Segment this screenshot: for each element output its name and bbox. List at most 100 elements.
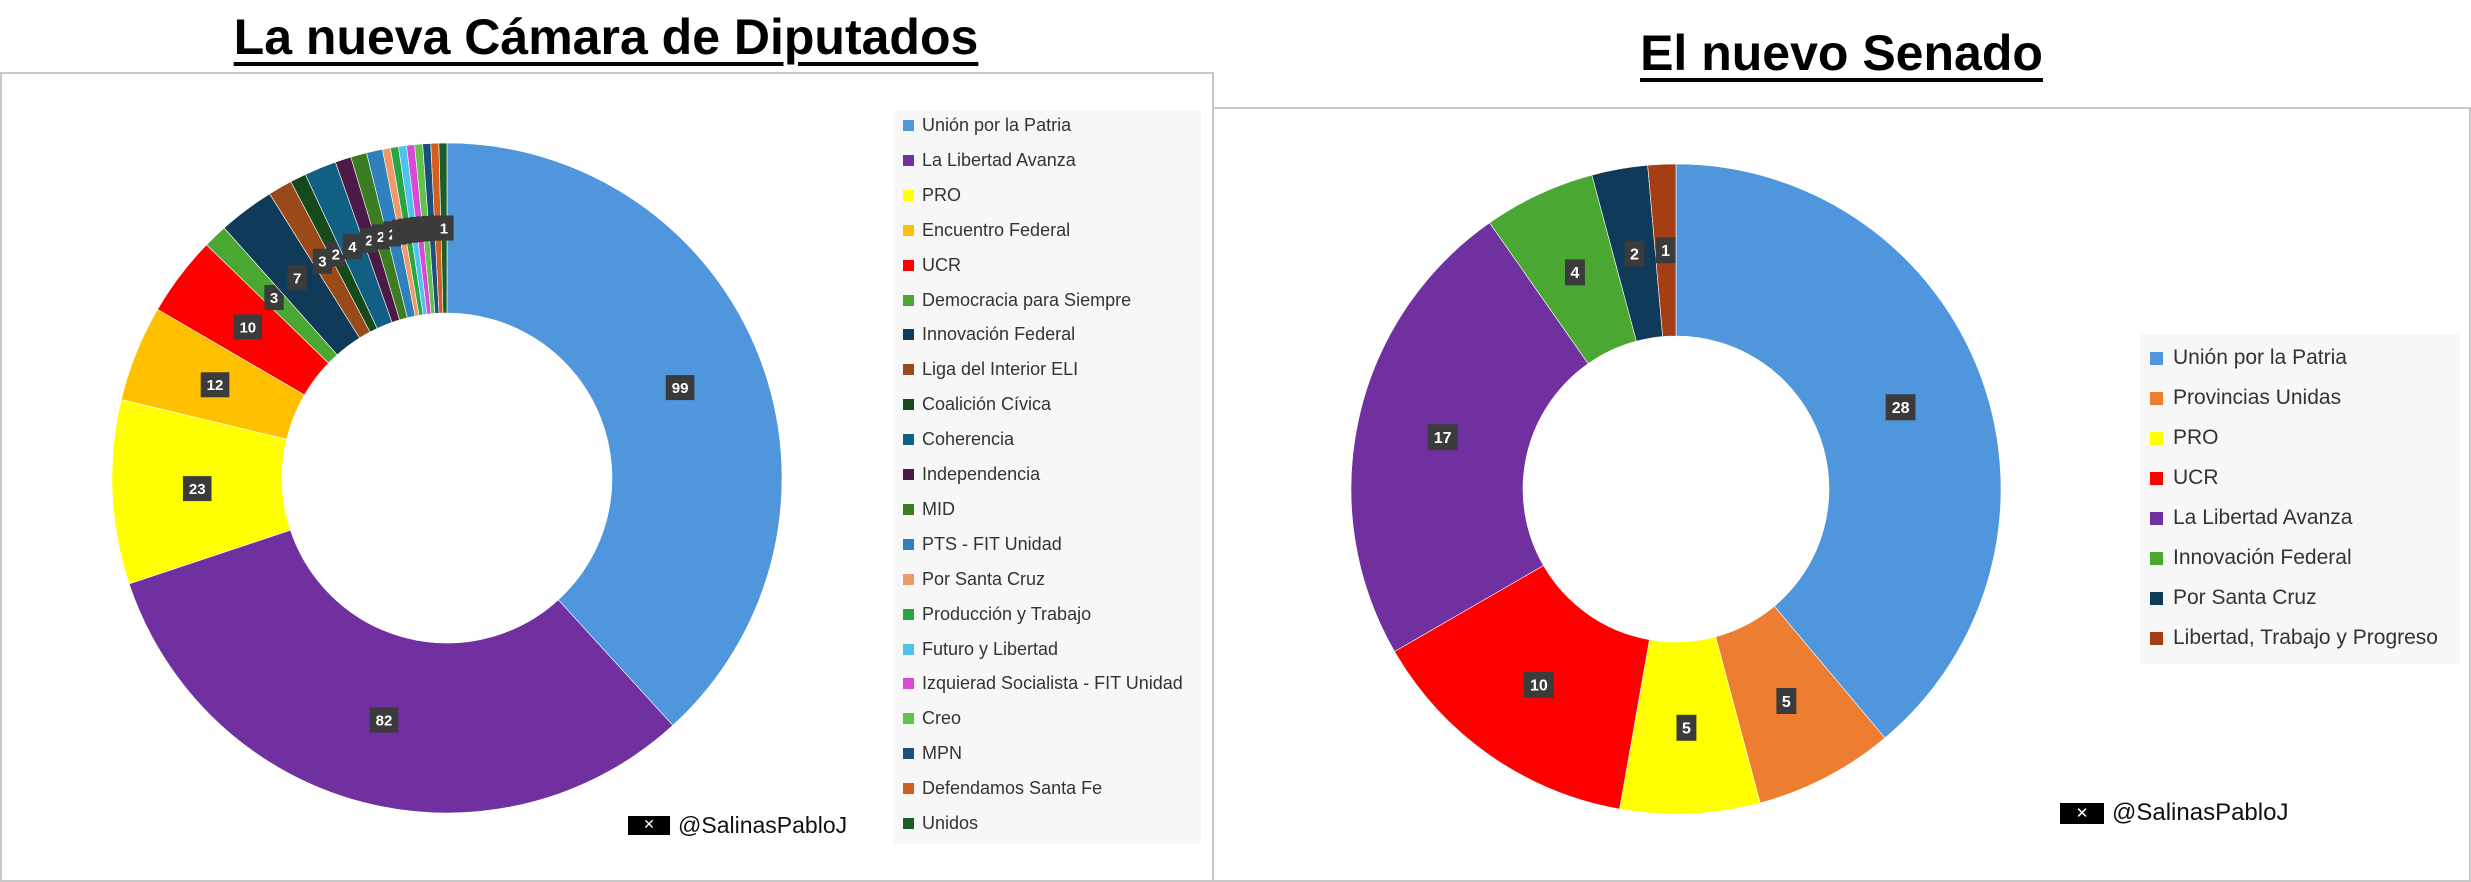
legend-swatch [903, 643, 914, 655]
data-label-encuentro-federal: 12 [207, 377, 224, 394]
legend-label: MID [922, 498, 955, 519]
legend-item-defendamos-santa-fe: Defendamos Santa Fe [903, 778, 1102, 799]
legend-swatch [903, 538, 914, 550]
chart-title-senado: El nuevo Senado [1640, 25, 2043, 81]
watermark-handle: @SalinasPabloJ [678, 812, 848, 838]
legend-item-encuentro-federal: Encuentro Federal [903, 220, 1070, 241]
legend-label: Futuro y Libertad [922, 638, 1059, 659]
data-label-union-por-la-patria: 28 [1892, 400, 1910, 417]
legend-item-mpn: MPN [903, 743, 962, 764]
legend-item-por-santa-cruz: Por Santa Cruz [2150, 586, 2317, 610]
legend-swatch [903, 329, 914, 341]
legend-swatch [903, 434, 914, 446]
legend-swatch [903, 678, 914, 690]
legend-item-coherencia: Coherencia [903, 429, 1014, 450]
donut-diputados: 99822312103732422211111111 [111, 142, 783, 814]
data-label-innovacion-federal: 7 [293, 270, 301, 287]
legend-item-democracia-para-siempre: Democracia para Siempre [903, 290, 1131, 311]
legend-item-pro: PRO [2150, 426, 2219, 450]
data-label-la-libertad-avanza: 17 [1434, 430, 1452, 447]
legend-label: Producción y Trabajo [922, 603, 1092, 624]
data-label-ucr: 10 [239, 319, 256, 336]
slice-la-libertad-avanza [1350, 222, 1589, 652]
data-label-box-la-libertad-avanza [369, 707, 399, 733]
legend-swatch [2150, 591, 2163, 605]
legend-swatch [2150, 431, 2163, 445]
legend-label: Provincias Unidas [2173, 386, 2342, 409]
legend-label: Unidos [922, 813, 979, 833]
legend-item-liga-del-interior-eli: Liga del Interior ELI [903, 359, 1078, 380]
legend-label: La Libertad Avanza [922, 149, 1076, 170]
data-label-box-encuentro-federal [200, 372, 230, 398]
legend-swatch [903, 154, 914, 166]
legend-swatch [2150, 391, 2163, 405]
data-label-box-innovacion-federal [287, 265, 307, 291]
legend-item-innovacion-federal: Innovación Federal [903, 324, 1075, 345]
donut-senado: 28 5 5 10 17 4 2 1 [1350, 163, 2002, 815]
legend-swatch [903, 294, 914, 306]
legend-label: PTS - FIT Unidad [922, 533, 1062, 554]
legend-swatch [903, 748, 914, 760]
legend-swatch [2150, 471, 2163, 485]
x-logo-icon: ✕ [2060, 802, 2104, 824]
legend-swatch [903, 608, 914, 620]
legend-label: Unión por la Patria [2173, 346, 2347, 369]
data-label-box-democracia-para-siempre [264, 285, 284, 311]
legend-swatch [903, 259, 914, 271]
legend-item-izquierad-socialista-fit-unidad: Izquierad Socialista - FIT Unidad [903, 673, 1183, 694]
data-label-box-union-por-la-patria [1885, 394, 1916, 421]
data-label-democracia-para-siempre: 3 [270, 290, 278, 307]
legend-label: Creo [922, 708, 962, 729]
legend-label: Coalición Cívica [922, 394, 1052, 415]
watermark-diputados: ✕ @SalinasPabloJ [628, 812, 847, 839]
data-label-la-libertad-avanza: 82 [376, 712, 393, 729]
legend-item-pts-fit-unidad: PTS - FIT Unidad [903, 534, 1062, 555]
legend-label: Por Santa Cruz [922, 568, 1046, 589]
legend-swatch [2150, 631, 2163, 645]
legend-item-innovacion-federal: Innovación Federal [2150, 546, 2352, 570]
data-label-libertad-trabajo-y-progreso: 1 [1661, 243, 1670, 260]
legend-item-por-santa-cruz: Por Santa Cruz [903, 569, 1045, 590]
slice-la-libertad-avanza [128, 529, 674, 814]
data-label-box-provincias-unidas [1776, 687, 1797, 714]
data-label-box-pro [182, 476, 212, 502]
legend-swatch [903, 399, 914, 411]
legend-swatch [903, 713, 914, 725]
legend-box-senado [2140, 334, 2460, 664]
legend-item-union-por-la-patria: Unión por la Patria [903, 115, 1071, 136]
legend-item-la-libertad-avanza: La Libertad Avanza [903, 150, 1076, 171]
legend-label: La Libertad Avanza [2173, 506, 2353, 529]
legend-label: Innovación Federal [922, 324, 1076, 345]
data-label-box-unidos [434, 215, 454, 241]
legend-label: PRO [922, 184, 962, 205]
legend-item-creo: Creo [903, 708, 961, 729]
x-logo-icon: ✕ [628, 816, 670, 835]
data-label-pro: 5 [1682, 721, 1691, 738]
legend-label: Coherencia [922, 429, 1015, 450]
legend-label: Innovación Federal [2173, 546, 2352, 569]
legend-item-coalicion-civica: Coalición Cívica [903, 394, 1051, 415]
data-label-por-santa-cruz: 2 [1630, 246, 1639, 263]
legend-item-la-libertad-avanza: La Libertad Avanza [2150, 506, 2352, 530]
data-label-coalicion-civica: 2 [332, 246, 340, 263]
data-label-box-ucr [1523, 671, 1554, 698]
legend-label: Liga del Interior ELI [922, 359, 1079, 380]
legend-label: Izquierad Socialista - FIT Unidad [922, 673, 1183, 694]
legend-item-pro: PRO [903, 185, 961, 206]
legend-item-unidos: Unidos [903, 813, 978, 834]
legend-swatch [903, 120, 914, 131]
legend-swatch [903, 364, 914, 376]
legend-swatch [903, 189, 914, 201]
legend-item-libertad-trabajo-y-progreso: Libertad, Trabajo y Progreso [2150, 626, 2438, 650]
data-label-independencia: 2 [365, 233, 373, 250]
data-label-innovacion-federal: 4 [1571, 265, 1580, 282]
data-label-box-pro [1676, 714, 1697, 741]
legend-label: Defendamos Santa Fe [922, 778, 1103, 799]
data-label-provincias-unidas: 5 [1782, 694, 1791, 711]
data-label-mid: 2 [377, 229, 385, 246]
data-label-box-innovacion-federal [1565, 259, 1585, 286]
legend-item-union-por-la-patria: Unión por la Patria [2150, 346, 2347, 370]
data-label-box-union-por-la-patria [665, 375, 695, 401]
legend-item-ucr: UCR [903, 255, 961, 276]
